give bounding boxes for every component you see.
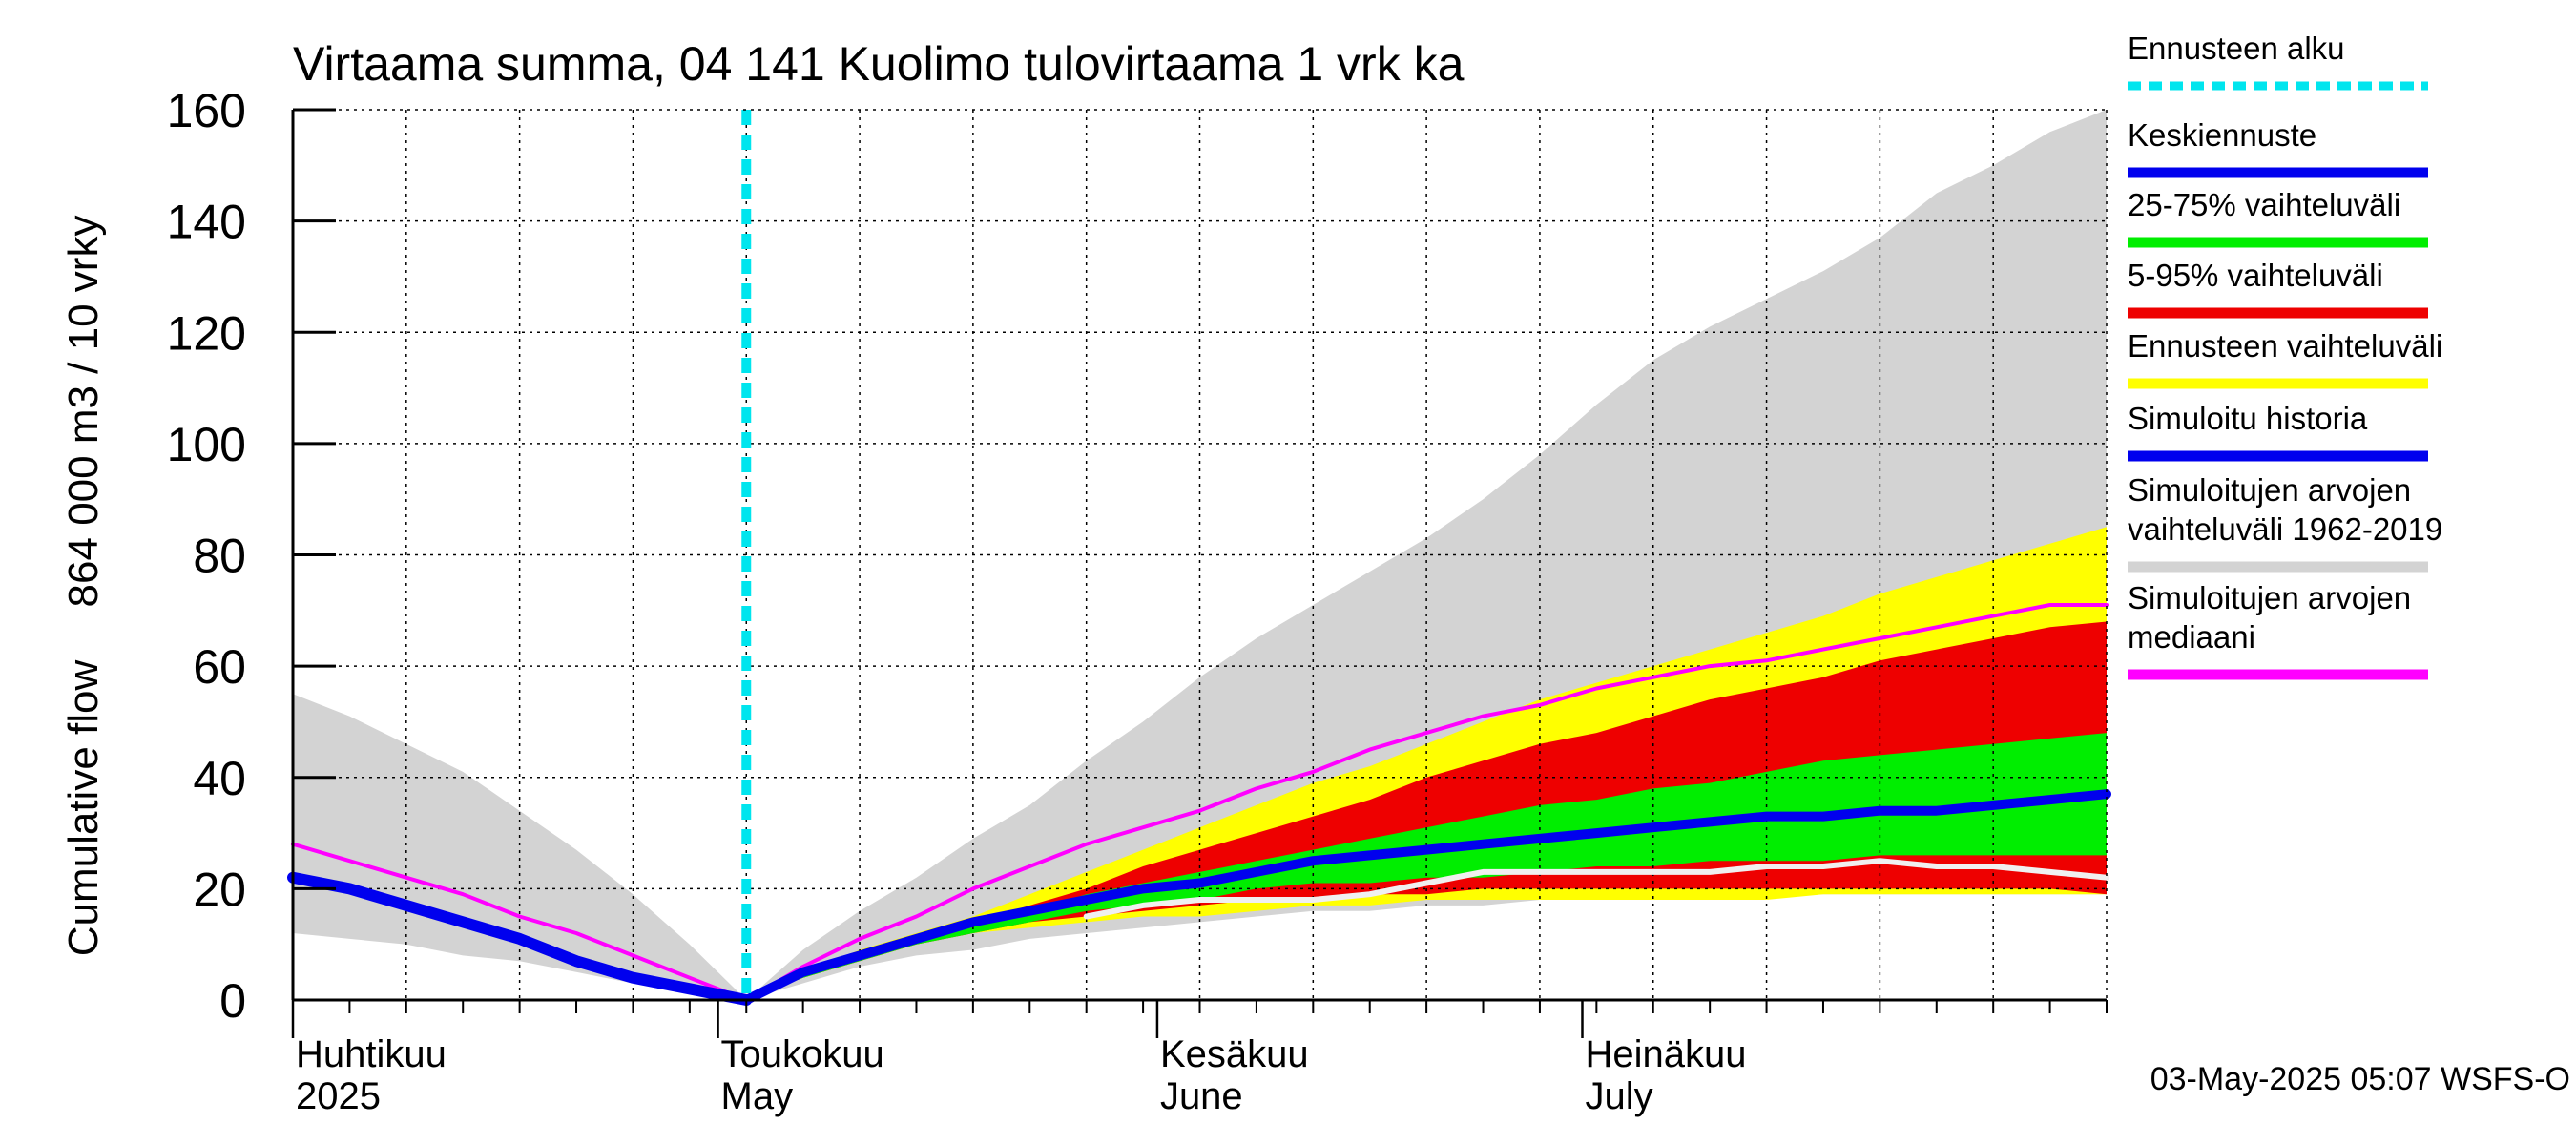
y-tick-label: 0 (219, 974, 246, 1028)
x-month-label-en: June (1160, 1075, 1243, 1117)
x-month-label-fi: Kesäkuu (1160, 1033, 1309, 1075)
grid-lines (293, 110, 2107, 1000)
y-tick-label: 20 (193, 863, 246, 916)
legend-label: Simuloitujen arvojen (2128, 580, 2411, 615)
legend-label: Ennusteen vaihteluväli (2128, 328, 2442, 364)
y-axis-label: 864 000 m3 / 10 vrky (60, 216, 107, 608)
x-month-label-fi: Huhtikuu (296, 1033, 447, 1075)
y-tick-label: 160 (167, 84, 246, 137)
y-tick-label: 80 (193, 530, 246, 583)
y-tick-label: 120 (167, 306, 246, 360)
x-month-label-fi: Toukokuu (721, 1033, 884, 1075)
y-tick-label: 40 (193, 752, 246, 805)
legend-label: Simuloitujen arvojen (2128, 472, 2411, 508)
simulated-history-line (287, 871, 753, 1006)
y-tick-label: 60 (193, 640, 246, 694)
legend-label: 25-75% vaihteluväli (2128, 187, 2400, 222)
chart-title: Virtaama summa, 04 141 Kuolimo tulovirta… (293, 37, 1465, 91)
y-tick-label: 140 (167, 196, 246, 249)
x-month-label-en: May (721, 1075, 794, 1117)
legend-label: Keskiennuste (2128, 117, 2316, 153)
x-month-label-en: 2025 (296, 1075, 381, 1117)
legend: Ennusteen alku Keskiennuste 25-75% vaihtel… (2128, 31, 2442, 680)
y-tick-label: 100 (167, 418, 246, 471)
timestamp: 03-May-2025 05:07 WSFS-O (2150, 1061, 2570, 1097)
legend-label: 5-95% vaihteluväli (2128, 258, 2383, 293)
legend-label: vaihteluväli 1962-2019 (2128, 511, 2442, 547)
legend-label: Simuloitu historia (2128, 401, 2368, 436)
median-line (291, 603, 2109, 1002)
plot-lines (287, 603, 2111, 1006)
white-reference-line (1083, 858, 2109, 920)
legend-label: Ennusteen alku (2128, 31, 2345, 66)
legend-label: mediaani (2128, 619, 2255, 655)
y-axis-label-secondary: Cumulative flow (60, 660, 107, 957)
x-month-label-en: July (1585, 1075, 1652, 1117)
x-month-label-fi: Heinäkuu (1585, 1033, 1746, 1075)
mean-forecast-line (741, 789, 2111, 1005)
